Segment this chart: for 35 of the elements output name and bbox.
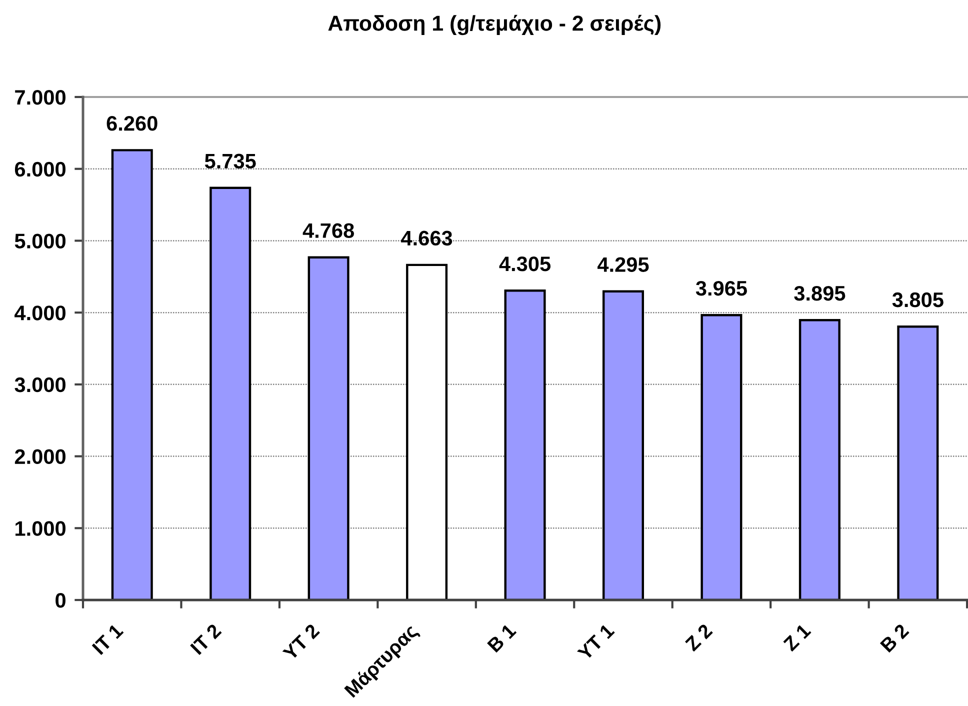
x-tick-label: IT 2 bbox=[190, 623, 222, 655]
y-tick-label: 6.000 bbox=[14, 162, 66, 177]
data-label: 4.663 bbox=[401, 230, 452, 246]
x-tick-label: YT 2 bbox=[282, 623, 320, 661]
y-tick-label: 5.000 bbox=[14, 234, 66, 248]
data-label: 4.768 bbox=[302, 223, 354, 238]
bar bbox=[897, 325, 939, 600]
data-label: 3.895 bbox=[794, 286, 846, 301]
data-label: 4.295 bbox=[597, 257, 649, 272]
bar bbox=[504, 290, 546, 600]
data-label: 3.805 bbox=[892, 292, 944, 308]
bar bbox=[111, 149, 153, 600]
y-tick-label: 0 bbox=[56, 593, 66, 608]
bar bbox=[406, 264, 448, 600]
x-tick-label: B 2 bbox=[880, 623, 910, 653]
y-tick-label: 1.000 bbox=[16, 521, 66, 536]
data-label: 5.735 bbox=[204, 154, 256, 169]
x-tick-label: B 1 bbox=[487, 623, 517, 653]
x-tick-label: Z 1 bbox=[782, 623, 812, 652]
y-tick-label: 2.000 bbox=[14, 449, 66, 464]
bar bbox=[308, 256, 350, 600]
y-tick-label: 4.000 bbox=[14, 306, 66, 320]
chart-title: Αποδοση 1 (g/τεμάχιο - 2 σειρές) bbox=[328, 14, 661, 36]
x-tick-label: YT 1 bbox=[576, 623, 615, 661]
bar bbox=[210, 186, 252, 600]
data-label: 6.260 bbox=[106, 116, 158, 131]
data-label: 3.965 bbox=[696, 280, 747, 296]
bar bbox=[602, 290, 644, 600]
bar bbox=[798, 319, 840, 600]
x-tick-label: IT 1 bbox=[92, 623, 124, 655]
bar bbox=[700, 314, 742, 600]
y-tick-label: 3.000 bbox=[14, 377, 66, 392]
y-tick-label: 7.000 bbox=[15, 90, 66, 105]
x-tick-label: Z 2 bbox=[684, 623, 713, 652]
data-label: 4.305 bbox=[499, 256, 551, 272]
